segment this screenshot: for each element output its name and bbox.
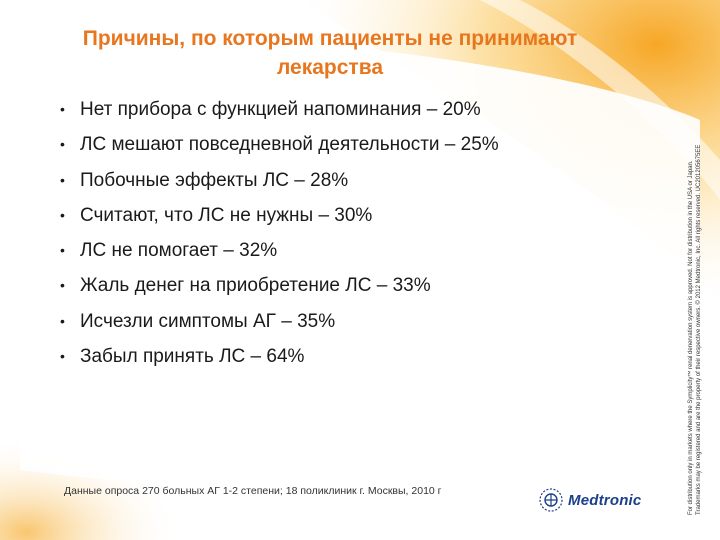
list-item: • Забыл принять ЛС – 64% xyxy=(58,345,658,368)
source-note: Данные опроса 270 больных АГ 1-2 степени… xyxy=(64,485,442,497)
bullet-icon: • xyxy=(60,206,65,223)
list-item: • Считают, что ЛС не нужны – 30% xyxy=(58,204,658,227)
bullet-icon: • xyxy=(60,348,65,365)
logo-text: Medtronic xyxy=(568,491,642,509)
bullet-list: • Нет прибора с функцией напоминания – 20… xyxy=(58,98,658,380)
bullet-icon: • xyxy=(60,312,65,329)
list-item: • ЛС мешают повседневной деятельности – 2… xyxy=(58,133,658,156)
list-item: • Побочные эффекты ЛС – 28% xyxy=(58,169,658,192)
legal-disclaimer: For distribution only in markets where t… xyxy=(687,95,717,515)
list-item-text: Нет прибора с функцией напоминания – 20% xyxy=(80,99,481,120)
legal-line-1: For distribution only in markets where t… xyxy=(688,160,694,516)
slide-title: Причины, по которым пациенты не принимаю… xyxy=(82,27,578,79)
legal-line-2: Trademarks may be registered and are the… xyxy=(696,144,702,515)
medtronic-logo-icon xyxy=(539,488,563,512)
list-item-text: Забыл принять ЛС – 64% xyxy=(80,346,305,368)
list-item: • Нет прибора с функцией напоминания – 20… xyxy=(58,98,658,121)
bullet-icon: • xyxy=(60,136,65,153)
list-item-text: Жаль денег на приобретение ЛС – 33% xyxy=(80,275,431,297)
medtronic-logo: Medtronic xyxy=(538,486,641,514)
bullet-icon: • xyxy=(60,277,65,294)
bullet-icon: • xyxy=(60,242,65,259)
list-item: • ЛС не помогает – 32% xyxy=(58,239,658,262)
list-item: • Исчезли симптомы АГ – 35% xyxy=(58,310,658,333)
list-item-text: ЛС не помогает – 32% xyxy=(80,240,278,262)
bullet-icon: • xyxy=(60,101,65,117)
list-item-text: ЛС мешают повседневной деятельности – 25… xyxy=(80,134,499,156)
list-item: • Жаль денег на приобретение ЛС – 33% xyxy=(58,274,658,297)
list-item-text: Исчезли симптомы АГ – 35% xyxy=(80,310,336,332)
bullet-icon: • xyxy=(60,171,65,188)
list-item-text: Побочные эффекты ЛС – 28% xyxy=(80,169,349,191)
list-item-text: Считают, что ЛС не нужны – 30% xyxy=(80,204,373,226)
